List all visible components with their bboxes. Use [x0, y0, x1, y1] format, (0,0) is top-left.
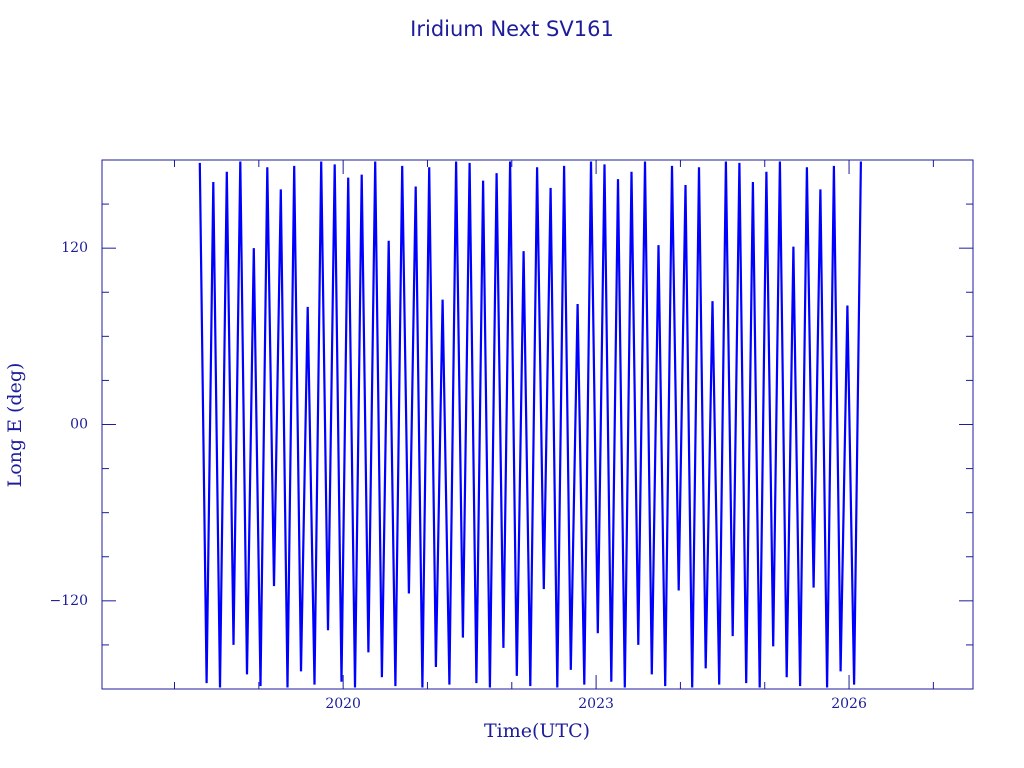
y-tick-label: 120	[61, 240, 88, 256]
x-axis-label: Time(UTC)	[484, 720, 590, 742]
data-line	[198, 161, 862, 688]
y-tick-label: −120	[50, 593, 88, 609]
y-tick-label: 00	[70, 417, 88, 433]
x-tick-label: 2023	[578, 696, 614, 712]
y-axis-label: Long E (deg)	[4, 363, 26, 488]
plot-area	[198, 161, 862, 688]
chart-title: Iridium Next SV161	[410, 17, 614, 41]
x-tick-label: 2020	[325, 696, 361, 712]
x-tick-label: 2026	[831, 696, 867, 712]
